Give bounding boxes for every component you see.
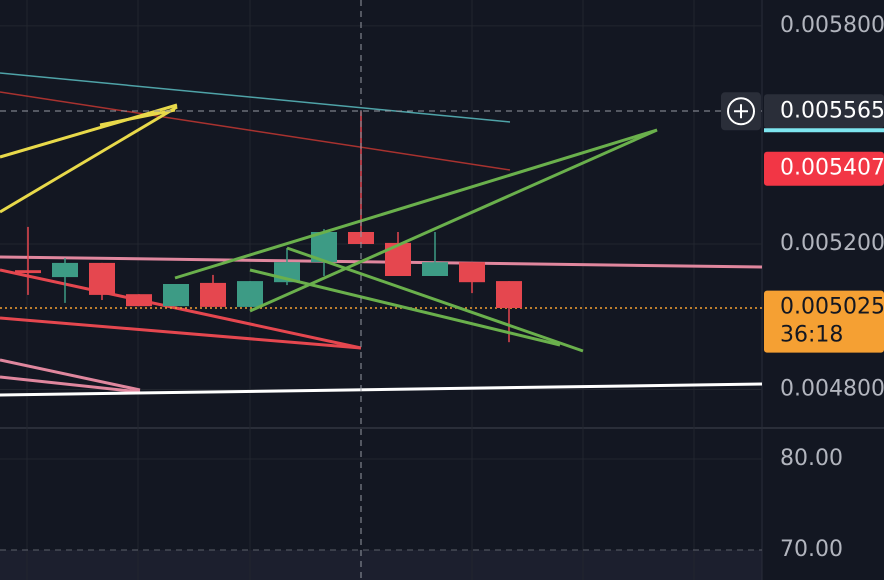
candle-body — [126, 294, 152, 307]
trend-line — [249, 128, 658, 313]
y-tick-label: 0.005200 — [780, 231, 884, 256]
price-tag — [764, 151, 884, 186]
y-tick-label: 0.005800 — [780, 13, 884, 38]
add-icon-plus — [734, 104, 748, 119]
y-tick-label: 0.004800 — [780, 376, 884, 401]
moving-average — [0, 72, 511, 123]
trend-line — [99, 108, 176, 127]
trend-line — [0, 382, 763, 397]
y-tick-label: 80.00 — [780, 446, 843, 471]
candle-body — [496, 281, 522, 308]
bottom-strip — [0, 550, 762, 580]
trend-line — [0, 105, 178, 214]
candle-body — [15, 270, 41, 274]
candle-body — [422, 262, 448, 276]
trend-line — [0, 316, 362, 350]
y-tick-label: 70.00 — [780, 537, 843, 562]
add-button[interactable] — [721, 92, 761, 131]
price-tag-label: 0.005407 — [780, 156, 884, 181]
price-tag — [764, 94, 884, 129]
candle-body — [459, 262, 485, 283]
trend-line — [286, 246, 584, 353]
candle-body — [163, 284, 189, 307]
moving-average — [0, 91, 511, 171]
price-tag — [764, 290, 884, 353]
add-icon — [727, 97, 755, 126]
countdown-label: 36:18 — [780, 323, 843, 348]
trend-line — [0, 268, 362, 350]
trend-line — [0, 358, 141, 392]
trend-line — [0, 103, 178, 159]
price-tag-label: 0.005025 — [780, 295, 884, 320]
trend-line — [174, 128, 658, 280]
candle-body — [89, 262, 115, 295]
candle-body — [52, 262, 78, 278]
trend-line — [0, 375, 141, 394]
trend-line — [249, 268, 561, 347]
trend-line — [0, 255, 763, 269]
candle-body — [237, 281, 263, 307]
candle-body — [348, 232, 374, 244]
price-tag-label: 0.005565 — [780, 98, 884, 123]
candle-body — [200, 282, 226, 307]
